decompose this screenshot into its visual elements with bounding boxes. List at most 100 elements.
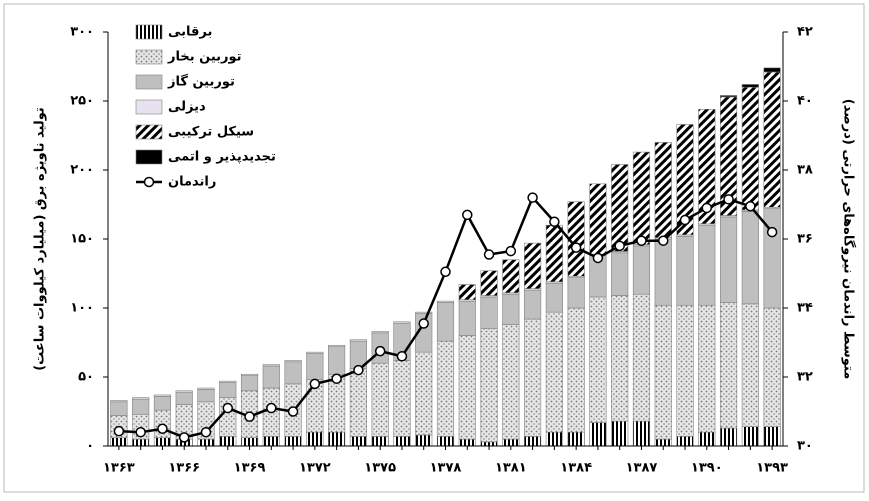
bar-segment	[698, 224, 716, 306]
y2-tick-label: ۳۴	[797, 301, 813, 316]
bar-segment	[284, 360, 302, 363]
bar-segment	[219, 436, 237, 447]
line-marker	[462, 209, 473, 221]
line-marker	[396, 351, 408, 362]
bar-segment	[306, 351, 324, 354]
bar-segment	[328, 431, 346, 447]
bar-segment	[524, 242, 542, 289]
frame	[3, 3, 865, 493]
y2-tick-label: ۳۶	[797, 232, 813, 247]
line-marker	[309, 378, 321, 390]
bar-segment	[524, 289, 542, 320]
line-marker	[353, 364, 364, 376]
y-tick-label: ۰	[86, 439, 94, 454]
line-marker	[592, 252, 604, 264]
bar-segment	[371, 362, 389, 437]
bar-segment	[741, 86, 759, 211]
bar-segment	[262, 436, 280, 447]
x-tick-label: ۱۳۶۶	[168, 461, 200, 476]
bar-segment	[415, 351, 433, 436]
bar-segment	[262, 365, 280, 389]
line-marker	[483, 249, 495, 260]
bar-segment	[545, 311, 563, 433]
bar-segment	[458, 438, 476, 447]
x-tick-label: ۱۳۹۳	[756, 461, 788, 476]
legend-label: توربین گاز	[167, 74, 235, 90]
bar-segment	[502, 293, 520, 325]
bar-segment	[219, 382, 237, 398]
line-marker	[200, 426, 212, 438]
bar-segment	[632, 420, 651, 447]
line-marker	[287, 406, 299, 417]
bar-segment	[567, 277, 585, 309]
bar-segment	[524, 318, 542, 437]
bar-segment	[611, 295, 629, 422]
x-tick-label: ۱۳۸۷	[626, 461, 658, 476]
bar-segment	[371, 331, 389, 334]
line-marker	[679, 214, 691, 226]
bar-segment	[197, 387, 215, 390]
bar-segment	[698, 431, 716, 447]
line-marker	[570, 242, 582, 253]
bar-segment	[741, 303, 759, 427]
bar-segment	[545, 431, 563, 447]
bar-segment	[284, 436, 302, 447]
bar-segment	[110, 401, 128, 416]
bar-segment	[284, 361, 302, 385]
x-tick-label: ۱۳۶۹	[234, 461, 266, 476]
bar-segment	[197, 389, 215, 403]
bar-segment	[763, 71, 781, 208]
line-marker	[723, 194, 734, 205]
x-tick-label: ۱۳۹۰	[691, 461, 723, 476]
y-tick-label: ۲۰۰	[70, 163, 94, 178]
line-marker	[745, 200, 756, 212]
legend-label: تجدیدپذیر و اتمی	[168, 150, 276, 165]
bar-segment	[415, 311, 433, 314]
bar-segment	[632, 151, 651, 245]
bar-segment	[219, 380, 237, 383]
bar-segment	[480, 328, 498, 443]
line-marker	[135, 426, 146, 438]
y-axis-title: تولید ناویژه برق (میلیارد کیلووات ساعت)	[33, 107, 48, 371]
bar-segment	[611, 420, 629, 447]
bar-segment	[567, 431, 585, 447]
x-tick-label: ۱۳۷۲	[299, 461, 331, 476]
bar-segment	[306, 431, 324, 447]
bar-segment	[502, 259, 520, 294]
bar-segment	[741, 426, 759, 447]
legend-marker	[143, 176, 155, 188]
legend-swatch	[135, 49, 163, 65]
y2-tick-label: ۴۰	[797, 94, 813, 109]
bar-segment	[654, 238, 672, 306]
line-marker	[157, 423, 168, 434]
y-tick-label: ۵۰	[78, 370, 94, 385]
x-tick-label: ۱۳۸۴	[560, 461, 592, 476]
line-marker	[657, 235, 669, 246]
bar-segment	[763, 67, 781, 73]
bar-segment	[719, 216, 738, 303]
line-marker	[178, 432, 190, 443]
legend-label: توربین بخار	[167, 50, 242, 65]
bar-segment	[698, 304, 716, 433]
bar-segment	[153, 394, 172, 397]
bar-segment	[654, 438, 672, 447]
bar-segment	[197, 438, 215, 447]
y2-tick-label: ۳۸	[797, 163, 813, 178]
legend-swatch	[135, 149, 163, 165]
bar-segment	[371, 436, 389, 447]
bar-segment	[262, 364, 280, 367]
bar-segment	[110, 437, 128, 447]
bar-segment	[719, 427, 738, 447]
legend-swatch	[135, 74, 163, 90]
bar-segment	[393, 436, 411, 447]
bar-segment	[741, 211, 759, 305]
bar-segment	[349, 436, 367, 447]
bar-segment	[589, 296, 607, 423]
bar-segment	[480, 441, 498, 447]
bar-segment	[153, 396, 172, 411]
bar-segment	[502, 438, 520, 447]
bar-segment	[611, 164, 629, 252]
line-marker	[113, 425, 125, 437]
bar-segment	[328, 344, 346, 347]
